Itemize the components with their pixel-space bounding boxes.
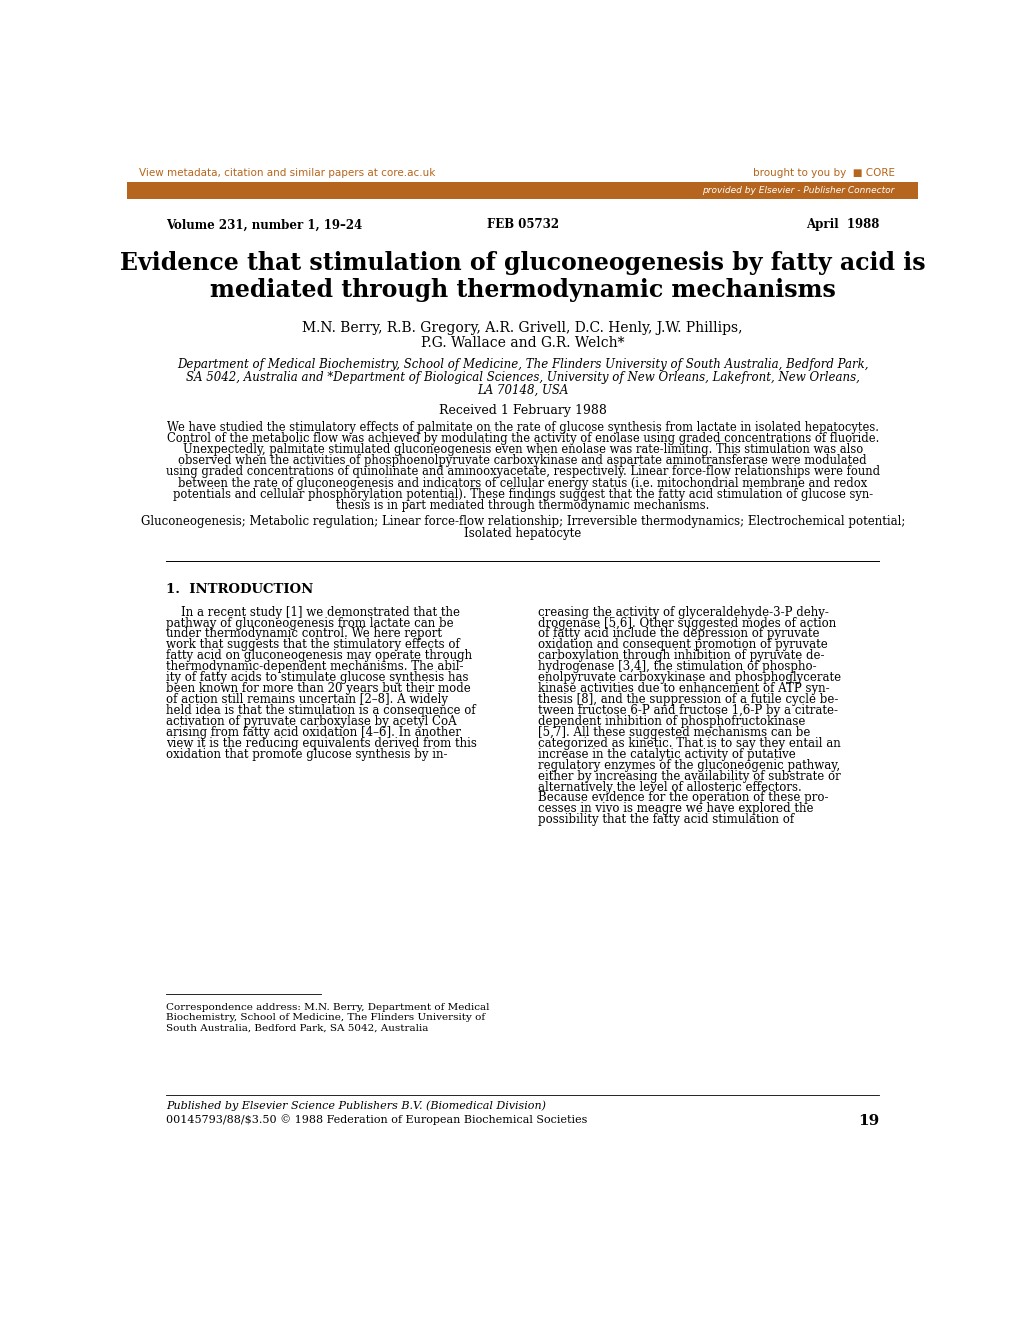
Text: P.G. Wallace and G.R. Welch*: P.G. Wallace and G.R. Welch* [421, 336, 624, 351]
Text: dependent inhibition of phosphofructokinase: dependent inhibition of phosphofructokin… [538, 714, 805, 728]
Text: possibility that the fatty acid stimulation of: possibility that the fatty acid stimulat… [538, 814, 794, 827]
Text: In a recent study [1] we demonstrated that the: In a recent study [1] we demonstrated th… [166, 606, 460, 618]
Text: alternatively the level of allosteric effectors.: alternatively the level of allosteric ef… [538, 780, 801, 793]
Text: of action still remains uncertain [2–8]. A widely: of action still remains uncertain [2–8].… [166, 693, 447, 706]
Text: of fatty acid include the depression of pyruvate: of fatty acid include the depression of … [538, 628, 819, 641]
Text: South Australia, Bedford Park, SA 5042, Australia: South Australia, Bedford Park, SA 5042, … [166, 1024, 428, 1033]
Text: either by increasing the availability of substrate or: either by increasing the availability of… [538, 769, 841, 783]
Text: activation of pyruvate carboxylase by acetyl CoA: activation of pyruvate carboxylase by ac… [166, 714, 457, 728]
Text: pathway of gluconeogenesis from lactate can be: pathway of gluconeogenesis from lactate … [166, 617, 453, 630]
Text: 00145793/88/$3.50 © 1988 Federation of European Biochemical Societies: 00145793/88/$3.50 © 1988 Federation of E… [166, 1113, 587, 1125]
Text: thermodynamic-dependent mechanisms. The abil-: thermodynamic-dependent mechanisms. The … [166, 660, 464, 673]
Text: carboxylation through inhibition of pyruvate de-: carboxylation through inhibition of pyru… [538, 649, 824, 662]
Text: Correspondence address: M.N. Berry, Department of Medical: Correspondence address: M.N. Berry, Depa… [166, 1004, 489, 1012]
Text: mediated through thermodynamic mechanisms: mediated through thermodynamic mechanism… [210, 278, 835, 302]
Text: enolpyruvate carboxykinase and phosphoglycerate: enolpyruvate carboxykinase and phosphogl… [538, 672, 841, 684]
Text: Control of the metabolic flow was achieved by modulating the activity of enolase: Control of the metabolic flow was achiev… [166, 432, 878, 446]
Text: oxidation that promote glucose synthesis by in-: oxidation that promote glucose synthesis… [166, 748, 447, 761]
Text: Department of Medical Biochemistry, School of Medicine, The Flinders University : Department of Medical Biochemistry, Scho… [177, 357, 867, 371]
Text: increase in the catalytic activity of putative: increase in the catalytic activity of pu… [538, 748, 795, 761]
Text: View metadata, citation and similar papers at core.ac.uk: View metadata, citation and similar pape… [139, 169, 435, 178]
Text: categorized as kinetic. That is to say they entail an: categorized as kinetic. That is to say t… [538, 737, 841, 749]
Text: brought to you by  ■ CORE: brought to you by ■ CORE [752, 169, 894, 178]
Text: drogenase [5,6]. Other suggested modes of action: drogenase [5,6]. Other suggested modes o… [538, 617, 836, 630]
Text: arising from fatty acid oxidation [4–6]. In another: arising from fatty acid oxidation [4–6].… [166, 727, 461, 739]
Text: thesis is in part mediated through thermodynamic mechanisms.: thesis is in part mediated through therm… [335, 499, 709, 512]
Text: view it is the reducing equivalents derived from this: view it is the reducing equivalents deri… [166, 737, 477, 749]
Text: using graded concentrations of quinolinate and aminooxyacetate, respectively. Li: using graded concentrations of quinolina… [165, 466, 879, 479]
Text: tween fructose 6-P and fructose 1,6-P by a citrate-: tween fructose 6-P and fructose 1,6-P by… [538, 704, 838, 717]
Text: Isolated hepatocyte: Isolated hepatocyte [464, 527, 581, 541]
Text: Received 1 February 1988: Received 1 February 1988 [438, 404, 606, 417]
Bar [127, 182, 917, 199]
Text: 1.  INTRODUCTION: 1. INTRODUCTION [166, 582, 313, 595]
Text: cesses in vivo is meagre we have explored the: cesses in vivo is meagre we have explore… [538, 803, 813, 815]
Text: thesis [8], and the suppression of a futile cycle be-: thesis [8], and the suppression of a fut… [538, 693, 838, 706]
Text: regulatory enzymes of the gluconeogenic pathway,: regulatory enzymes of the gluconeogenic … [538, 759, 840, 772]
Text: Volume 231, number 1, 19–24: Volume 231, number 1, 19–24 [166, 218, 362, 231]
Text: creasing the activity of glyceraldehyde-3-P dehy-: creasing the activity of glyceraldehyde-… [538, 606, 828, 618]
Text: We have studied the stimulatory effects of palmitate on the rate of glucose synt: We have studied the stimulatory effects … [166, 421, 878, 434]
Text: ity of fatty acids to stimulate glucose synthesis has: ity of fatty acids to stimulate glucose … [166, 672, 469, 684]
Text: fatty acid on gluconeogenesis may operate through: fatty acid on gluconeogenesis may operat… [166, 649, 472, 662]
Text: Because evidence for the operation of these pro-: Because evidence for the operation of th… [538, 792, 828, 804]
Text: 19: 19 [857, 1113, 878, 1128]
Text: kinase activities due to enhancement of ATP syn-: kinase activities due to enhancement of … [538, 682, 829, 696]
Text: Unexpectedly, palmitate stimulated gluconeogenesis even when enolase was rate-li: Unexpectedly, palmitate stimulated gluco… [182, 443, 862, 456]
Text: between the rate of gluconeogenesis and indicators of cellular energy status (i.: between the rate of gluconeogenesis and … [178, 476, 866, 490]
Text: SA 5042, Australia and *Department of Biological Sciences, University of New Orl: SA 5042, Australia and *Department of Bi… [185, 371, 859, 384]
Text: Published by Elsevier Science Publishers B.V. (Biomedical Division): Published by Elsevier Science Publishers… [166, 1101, 546, 1112]
Text: under thermodynamic control. We here report: under thermodynamic control. We here rep… [166, 628, 442, 641]
Text: work that suggests that the stimulatory effects of: work that suggests that the stimulatory … [166, 638, 460, 652]
Text: [5,7]. All these suggested mechanisms can be: [5,7]. All these suggested mechanisms ca… [538, 727, 810, 739]
Text: M.N. Berry, R.B. Gregory, A.R. Grivell, D.C. Henly, J.W. Phillips,: M.N. Berry, R.B. Gregory, A.R. Grivell, … [303, 321, 742, 334]
Text: oxidation and consequent promotion of pyruvate: oxidation and consequent promotion of py… [538, 638, 827, 652]
Text: potentials and cellular phosphorylation potential). These findings suggest that : potentials and cellular phosphorylation … [172, 488, 872, 500]
Text: held idea is that the stimulation is a consequence of: held idea is that the stimulation is a c… [166, 704, 476, 717]
Text: provided by Elsevier - Publisher Connector: provided by Elsevier - Publisher Connect… [702, 186, 894, 195]
Text: Biochemistry, School of Medicine, The Flinders University of: Biochemistry, School of Medicine, The Fl… [166, 1013, 485, 1022]
Text: FEB 05732: FEB 05732 [486, 218, 558, 231]
Text: LA 70148, USA: LA 70148, USA [477, 384, 568, 397]
Text: hydrogenase [3,4], the stimulation of phospho-: hydrogenase [3,4], the stimulation of ph… [538, 660, 816, 673]
Text: Evidence that stimulation of gluconeogenesis by fatty acid is: Evidence that stimulation of gluconeogen… [120, 252, 924, 276]
Text: observed when the activities of phosphoenolpyruvate carboxykinase and aspartate : observed when the activities of phosphoe… [178, 455, 866, 467]
Text: April  1988: April 1988 [805, 218, 878, 231]
Text: Gluconeogenesis; Metabolic regulation; Linear force-flow relationship; Irreversi: Gluconeogenesis; Metabolic regulation; L… [141, 515, 904, 527]
Text: been known for more than 20 years but their mode: been known for more than 20 years but th… [166, 682, 471, 696]
